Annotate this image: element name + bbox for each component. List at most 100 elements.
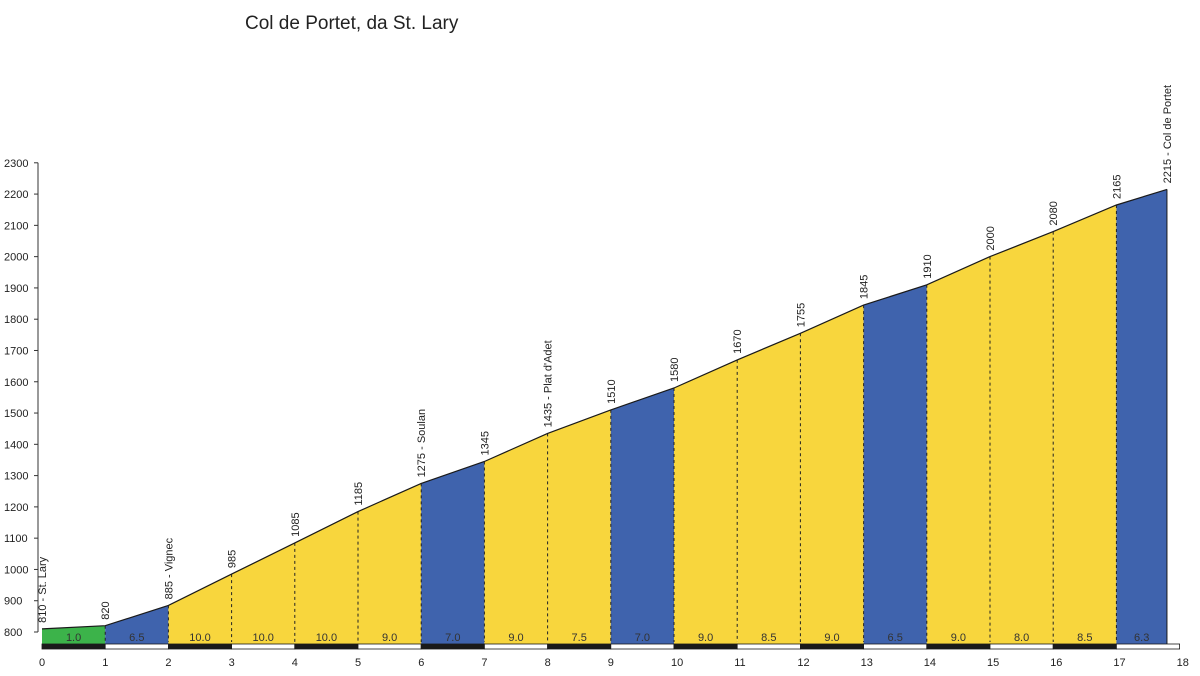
elevation-label: 2215 - Col de Portet xyxy=(1162,85,1174,183)
y-tick-label: 1500 xyxy=(4,408,28,420)
elevation-label: 810 - St. Lary xyxy=(37,556,49,623)
x-tick-label: 18 xyxy=(1177,657,1189,669)
distance-block xyxy=(357,643,422,650)
x-tick-label: 15 xyxy=(987,657,999,669)
gradient-label: 10.0 xyxy=(189,632,210,644)
distance-block xyxy=(673,643,738,650)
x-tick-label: 14 xyxy=(924,657,936,669)
x-tick-label: 17 xyxy=(1113,657,1125,669)
elevation-label: 1580 xyxy=(669,358,681,382)
elevation-label: 1755 xyxy=(795,303,807,327)
distance-block xyxy=(926,643,991,650)
gradient-label: 8.5 xyxy=(1077,632,1092,644)
y-tick-label: 1900 xyxy=(4,283,28,295)
profile-segment xyxy=(547,409,611,644)
profile-segment xyxy=(610,388,674,644)
distance-block xyxy=(231,643,296,650)
profile-segment xyxy=(294,511,358,644)
profile-segments xyxy=(42,189,1167,644)
distance-block xyxy=(1052,643,1117,650)
gradient-label: 1.0 xyxy=(66,632,81,644)
x-tick-label: 6 xyxy=(418,657,424,669)
gradient-label: 7.0 xyxy=(635,632,650,644)
y-tick-label: 1600 xyxy=(4,377,28,389)
x-tick-label: 16 xyxy=(1050,657,1062,669)
y-tick-label: 900 xyxy=(4,596,22,608)
profile-segment xyxy=(231,542,295,644)
y-tick-label: 1700 xyxy=(4,345,28,357)
x-tick-label: 9 xyxy=(608,657,614,669)
y-tick-label: 1800 xyxy=(4,314,28,326)
x-tick-label: 13 xyxy=(861,657,873,669)
chart-title: Col de Portet, da St. Lary xyxy=(245,13,459,34)
distance-block xyxy=(800,643,865,650)
gradient-label: 9.0 xyxy=(508,632,523,644)
x-tick-label: 1 xyxy=(102,657,108,669)
y-tick-label: 2200 xyxy=(4,189,28,201)
distance-block xyxy=(610,643,675,650)
elevation-label: 2080 xyxy=(1048,201,1060,225)
elevation-label: 1275 - Soulan xyxy=(416,409,428,478)
distance-block xyxy=(41,643,106,650)
x-tick-label: 3 xyxy=(229,657,235,669)
elevation-label: 1185 xyxy=(353,482,365,506)
elevation-label: 1345 xyxy=(479,431,491,455)
x-tick-label: 0 xyxy=(39,657,45,669)
elevation-label: 1435 - Plat d'Adet xyxy=(543,340,555,427)
x-axis: 0 1 2 3 4 5 6 7 8 9 10 11 12 13 14 15 16 17 18 xyxy=(39,657,1189,669)
x-tick-label: 4 xyxy=(292,657,298,669)
distance-block xyxy=(104,643,169,650)
elevation-labels: 810 - St. Lary 820 885 - Vignec 985 1085 1185… xyxy=(37,85,1174,623)
profile-segment xyxy=(421,461,485,644)
gradient-label: 8.0 xyxy=(1014,632,1029,644)
profile-segment xyxy=(990,231,1054,644)
gradient-label: 9.0 xyxy=(824,632,839,644)
gradient-label: 6.5 xyxy=(888,632,903,644)
distance-block xyxy=(167,643,232,650)
y-tick-label: 2300 xyxy=(4,158,28,170)
elevation-label: 1510 xyxy=(606,379,618,403)
y-tick-label: 1200 xyxy=(4,502,28,514)
x-tick-label: 11 xyxy=(734,657,745,669)
x-tick-label: 8 xyxy=(545,657,551,669)
y-tick-label: 800 xyxy=(4,627,22,639)
profile-segment xyxy=(42,625,106,644)
elevation-label: 1670 xyxy=(732,329,744,353)
distance-block xyxy=(863,643,928,650)
elevation-label: 2165 xyxy=(1111,175,1123,199)
y-tick-label: 1400 xyxy=(4,439,28,451)
gradient-label: 7.5 xyxy=(572,632,587,644)
elevation-label: 820 xyxy=(100,601,112,619)
distance-base-strip xyxy=(41,643,1181,650)
profile-segment xyxy=(484,433,548,644)
distance-block xyxy=(736,643,801,650)
y-tick-label: 2000 xyxy=(4,252,28,264)
x-tick-label: 12 xyxy=(797,657,809,669)
profile-segment xyxy=(168,574,232,644)
profile-segment xyxy=(863,284,927,644)
profile-line xyxy=(41,188,1168,630)
y-tick-label: 2100 xyxy=(4,220,28,232)
distance-block xyxy=(1116,643,1181,650)
profile-segment xyxy=(800,305,864,644)
profile-segment xyxy=(1116,189,1167,644)
gradient-label: 9.0 xyxy=(382,632,397,644)
distance-block xyxy=(294,643,359,650)
profile-segment xyxy=(737,333,801,644)
distance-block xyxy=(483,643,548,650)
profile-segment xyxy=(105,605,169,644)
distance-block xyxy=(989,643,1054,650)
x-tick-label: 7 xyxy=(481,657,487,669)
elevation-label: 1085 xyxy=(290,512,302,536)
profile-outline xyxy=(41,188,1168,644)
x-tick-label: 5 xyxy=(355,657,361,669)
y-tick-label: 1100 xyxy=(4,533,28,545)
gradient-label: 7.0 xyxy=(445,632,460,644)
gradient-label: 6.3 xyxy=(1134,632,1149,644)
elevation-label: 885 - Vignec xyxy=(163,537,175,599)
profile-segment xyxy=(358,483,422,644)
elevation-label: 985 xyxy=(227,550,239,568)
profile-segment xyxy=(1053,205,1117,644)
profile-segment xyxy=(674,359,738,644)
